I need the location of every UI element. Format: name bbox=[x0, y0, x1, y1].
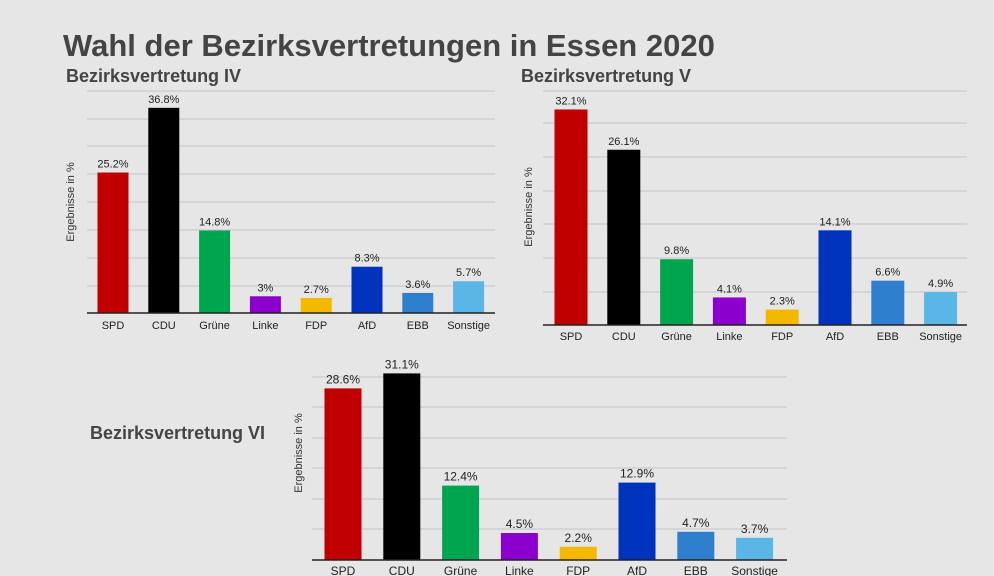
data-label: 14.8% bbox=[199, 216, 230, 228]
y-axis-label: Ergebnisse in % bbox=[523, 167, 535, 247]
x-tick-label: Sonstige bbox=[447, 320, 490, 332]
x-tick-label: SPD bbox=[102, 320, 125, 332]
data-label: 4.5% bbox=[506, 517, 534, 531]
bar-afd bbox=[618, 482, 656, 560]
bar-spd bbox=[554, 109, 588, 325]
data-label: 25.2% bbox=[97, 159, 128, 171]
data-label: 2.2% bbox=[565, 531, 593, 545]
data-label: 12.4% bbox=[444, 470, 478, 484]
chart-iv-title: Bezirksvertretung IV bbox=[66, 66, 242, 86]
x-tick-label: Grüne bbox=[199, 320, 230, 332]
bar-fdp bbox=[559, 546, 597, 560]
bar-spd bbox=[324, 388, 362, 560]
data-label: 8.3% bbox=[354, 253, 379, 265]
chart-v-title: Bezirksvertretung V bbox=[521, 66, 692, 86]
x-tick-label: SPD bbox=[560, 331, 583, 343]
data-label: 26.1% bbox=[608, 136, 639, 148]
data-label: 36.8% bbox=[148, 94, 179, 106]
data-label: 5.7% bbox=[456, 267, 481, 279]
bar-linke bbox=[712, 297, 746, 325]
y-axis-label: Ergebnisse in % bbox=[65, 162, 77, 242]
x-tick-label: CDU bbox=[152, 320, 176, 332]
x-tick-label: Grüne bbox=[661, 331, 692, 343]
x-tick-label: CDU bbox=[612, 331, 636, 343]
data-label: 3.6% bbox=[405, 279, 430, 291]
data-label: 3.7% bbox=[741, 522, 769, 536]
x-tick-label: Grüne bbox=[444, 564, 478, 576]
chart-vi-title: Bezirksvertretung VI bbox=[90, 423, 266, 443]
bar-afd bbox=[351, 266, 383, 313]
x-tick-label: Linke bbox=[505, 564, 534, 576]
data-label: 6.6% bbox=[875, 267, 900, 279]
bar-gruene bbox=[660, 259, 694, 325]
x-tick-label: FDP bbox=[771, 331, 793, 343]
bar-sonstige bbox=[924, 292, 958, 325]
data-label: 12.9% bbox=[620, 467, 654, 481]
x-tick-label: EBB bbox=[684, 564, 708, 576]
bar-gruene bbox=[199, 230, 231, 313]
bar-ebb bbox=[871, 280, 905, 325]
data-label: 3% bbox=[257, 282, 273, 294]
x-tick-label: Linke bbox=[716, 331, 742, 343]
x-tick-label: FDP bbox=[566, 564, 590, 576]
x-tick-label: FDP bbox=[305, 320, 327, 332]
data-label: 9.8% bbox=[664, 245, 689, 257]
bar-linke bbox=[249, 296, 281, 313]
y-axis-label: Ergebnisse in % bbox=[293, 413, 305, 493]
x-tick-label: AfD bbox=[627, 564, 647, 576]
x-tick-label: CDU bbox=[389, 564, 415, 576]
x-tick-label: AfD bbox=[358, 320, 376, 332]
x-tick-label: EBB bbox=[877, 331, 899, 343]
x-tick-label: Sonstige bbox=[731, 564, 778, 576]
bar-gruene bbox=[442, 485, 480, 560]
bar-spd bbox=[97, 172, 129, 313]
data-label: 28.6% bbox=[326, 372, 360, 386]
data-label: 4.9% bbox=[928, 278, 953, 290]
x-tick-label: SPD bbox=[331, 564, 356, 576]
bar-ebb bbox=[402, 292, 434, 313]
bar-sonstige bbox=[736, 537, 774, 560]
data-label: 31.1% bbox=[385, 357, 419, 371]
x-tick-label: Linke bbox=[252, 320, 278, 332]
bar-sonstige bbox=[453, 281, 485, 313]
bar-ebb bbox=[677, 531, 715, 560]
data-label: 4.7% bbox=[682, 516, 710, 530]
data-label: 2.7% bbox=[304, 284, 329, 296]
bar-afd bbox=[818, 230, 852, 325]
x-tick-label: AfD bbox=[826, 331, 844, 343]
bar-cdu bbox=[383, 373, 421, 560]
bar-cdu bbox=[148, 107, 180, 313]
bar-cdu bbox=[607, 149, 641, 325]
x-tick-label: EBB bbox=[407, 320, 429, 332]
bar-fdp bbox=[765, 309, 799, 325]
bar-fdp bbox=[300, 297, 332, 313]
data-label: 32.1% bbox=[555, 95, 586, 107]
data-label: 14.1% bbox=[819, 216, 850, 228]
data-label: 2.3% bbox=[770, 296, 795, 308]
data-label: 4.1% bbox=[717, 283, 742, 295]
x-tick-label: Sonstige bbox=[919, 331, 962, 343]
bar-linke bbox=[500, 533, 538, 560]
page-title: Wahl der Bezirksvertretungen in Essen 20… bbox=[63, 28, 715, 63]
